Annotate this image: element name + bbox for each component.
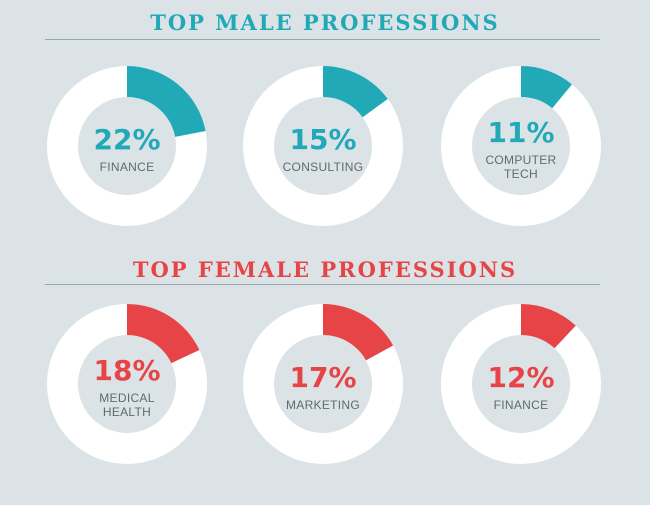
male-divider — [45, 39, 600, 40]
donut-female-2-label: FINANCE — [493, 398, 549, 412]
donut-female-0-percent: 18% — [93, 354, 161, 387]
donut-male-2-percent: 11% — [487, 116, 555, 149]
donut-female-2-segment — [521, 304, 576, 349]
donut-female-1-chart — [243, 304, 403, 464]
donut-male-1-percent: 15% — [289, 123, 357, 156]
female-section-title: TOP FEMALE PROFESSIONS — [132, 257, 518, 282]
male-section-title: TOP MALE PROFESSIONS — [150, 10, 500, 35]
donut-female-0: 18% MEDICAL HEALTH — [46, 303, 208, 465]
donut-male-0-percent: 22% — [93, 123, 161, 156]
donut-female-1-label: MARKETING — [285, 398, 361, 412]
donut-male-2-segment — [521, 66, 572, 109]
female-divider — [45, 284, 600, 285]
donut-female-1-percent: 17% — [289, 361, 357, 394]
donut-female-2-chart — [441, 304, 601, 464]
donut-male-1: 15% CONSULTING — [242, 65, 404, 227]
donut-female-0-segment — [127, 304, 200, 364]
donut-male-1-chart — [243, 66, 403, 226]
donut-male-1-segment — [323, 66, 388, 118]
donut-female-1-segment — [323, 304, 394, 361]
donut-male-0-chart — [47, 66, 207, 226]
donut-female-0-label: MEDICAL HEALTH — [99, 391, 155, 419]
donut-male-0-segment — [127, 66, 206, 137]
donut-male-1-label: CONSULTING — [282, 160, 364, 174]
donut-male-2-label: COMPUTER TECH — [485, 153, 557, 181]
donut-female-2: 12% FINANCE — [440, 303, 602, 465]
donut-female-1: 17% MARKETING — [242, 303, 404, 465]
donut-female-2-percent: 12% — [487, 361, 555, 394]
donut-male-2-chart — [441, 66, 601, 226]
donut-male-0: 22% FINANCE — [46, 65, 208, 227]
donut-female-0-chart — [47, 304, 207, 464]
donut-male-0-label: FINANCE — [99, 160, 155, 174]
donut-male-2: 11% COMPUTER TECH — [440, 65, 602, 227]
